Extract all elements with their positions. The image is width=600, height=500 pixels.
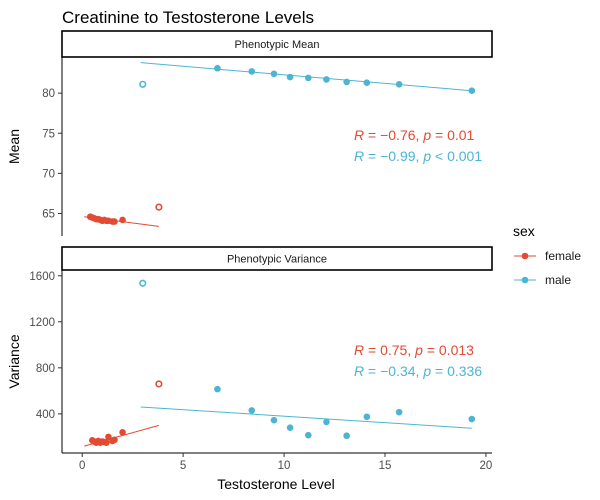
data-point bbox=[343, 78, 350, 86]
data-point bbox=[103, 439, 110, 446]
legend-key-dot bbox=[521, 252, 529, 260]
correlation-annotation: R = −0.99, p < 0.001 bbox=[354, 148, 482, 164]
stat-p-symbol: p bbox=[414, 342, 423, 358]
y-tick-label: 800 bbox=[36, 363, 55, 375]
x-tick-label: 5 bbox=[180, 460, 186, 472]
legend-label: female bbox=[545, 249, 581, 263]
stat-r-value: 0.75 bbox=[380, 342, 407, 358]
facet-strip-label: Phenotypic Mean bbox=[235, 39, 320, 51]
stat-p-value: 0.001 bbox=[447, 148, 482, 164]
data-point bbox=[304, 431, 312, 439]
regression-line bbox=[140, 406, 472, 429]
y-tick-label: 70 bbox=[42, 168, 55, 180]
legend-item-male: male bbox=[514, 273, 571, 287]
data-point bbox=[363, 79, 371, 86]
outlier-point bbox=[155, 380, 163, 388]
stat-r-symbol: R bbox=[354, 342, 364, 358]
y-axis-label: Mean bbox=[6, 129, 22, 164]
stat-r-symbol: R bbox=[354, 127, 364, 143]
stat-eq: = bbox=[364, 127, 380, 143]
facet-panel: Phenotypic Variance 0 5 10 15 20 400 800 1200 160… bbox=[6, 246, 493, 472]
data-point bbox=[214, 64, 221, 72]
facet-strip bbox=[61, 30, 493, 58]
stat-sep: , bbox=[416, 148, 424, 164]
stat-r-value: −0.34 bbox=[380, 363, 416, 379]
stat-eq: = bbox=[364, 342, 380, 358]
stat-r-symbol: R bbox=[354, 148, 364, 164]
y-tick-label: 65 bbox=[42, 209, 55, 221]
stat-p-value: 0.01 bbox=[447, 127, 474, 143]
data-point bbox=[286, 424, 294, 431]
x-tick-label: 20 bbox=[480, 460, 493, 472]
data-point bbox=[119, 216, 126, 224]
data-point bbox=[323, 418, 330, 426]
data-point bbox=[395, 408, 403, 416]
stat-r-value: −0.76 bbox=[380, 127, 416, 143]
data-point bbox=[111, 218, 118, 225]
x-tick-label: 15 bbox=[379, 460, 392, 472]
legend-key-dot bbox=[521, 276, 529, 284]
x-tick-label: 10 bbox=[278, 460, 291, 472]
data-point bbox=[270, 416, 278, 424]
legend: sex female male bbox=[513, 223, 581, 287]
stat-r-symbol: R bbox=[354, 363, 364, 379]
outlier-point bbox=[139, 279, 147, 287]
data-point bbox=[395, 80, 403, 88]
outlier-point bbox=[139, 80, 147, 88]
data-point bbox=[214, 385, 221, 393]
data-point bbox=[248, 68, 256, 75]
stat-p-operator: < bbox=[435, 148, 443, 164]
y-tick-label: 80 bbox=[42, 88, 55, 100]
data-point bbox=[304, 74, 312, 82]
stat-eq: = bbox=[364, 363, 380, 379]
series-male bbox=[139, 62, 476, 95]
data-point bbox=[468, 87, 476, 95]
data-point bbox=[323, 76, 330, 83]
y-axis-label: Variance bbox=[6, 334, 22, 388]
legend-item-female: female bbox=[514, 249, 581, 263]
series-female bbox=[84, 380, 163, 447]
chart-title: Creatinine to Testosterone Levels bbox=[62, 8, 314, 27]
stat-p-symbol: p bbox=[422, 127, 431, 143]
stat-eq: = bbox=[364, 148, 380, 164]
stat-p-operator: = bbox=[427, 342, 435, 358]
correlation-annotation: R = −0.76, p = 0.01 bbox=[354, 127, 475, 143]
legend-title: sex bbox=[513, 223, 535, 239]
stat-p-operator: = bbox=[435, 363, 443, 379]
data-point bbox=[468, 415, 476, 423]
x-axis-label: Testosterone Level bbox=[217, 476, 335, 492]
data-point bbox=[363, 413, 371, 421]
stat-r-value: −0.99 bbox=[380, 148, 416, 164]
stat-p-value: 0.013 bbox=[439, 342, 474, 358]
y-tick-label: 75 bbox=[42, 128, 55, 140]
stat-p-symbol: p bbox=[422, 363, 431, 379]
data-point bbox=[270, 70, 278, 78]
data-point bbox=[248, 407, 256, 414]
facet-strip-label: Phenotypic Variance bbox=[227, 254, 327, 266]
correlation-annotation: R = −0.34, p = 0.336 bbox=[354, 363, 482, 379]
stat-p-symbol: p bbox=[422, 148, 431, 164]
data-point bbox=[286, 73, 294, 81]
outlier-point bbox=[155, 203, 163, 211]
data-point bbox=[105, 433, 112, 441]
stat-sep: , bbox=[416, 363, 424, 379]
data-point bbox=[111, 436, 118, 444]
series-male bbox=[139, 279, 476, 440]
x-tick-label: 0 bbox=[79, 460, 85, 472]
y-tick-label: 1600 bbox=[29, 271, 55, 283]
series-female bbox=[84, 203, 163, 227]
stat-sep: , bbox=[416, 127, 424, 143]
y-tick-label: 1200 bbox=[29, 317, 55, 329]
data-point bbox=[119, 428, 126, 436]
facet-strip bbox=[61, 246, 493, 271]
stat-p-operator: = bbox=[435, 127, 443, 143]
correlation-annotation: R = 0.75, p = 0.013 bbox=[354, 342, 474, 358]
legend-label: male bbox=[545, 273, 571, 287]
y-tick-label: 400 bbox=[36, 409, 55, 421]
stat-sep: , bbox=[407, 342, 415, 358]
data-point bbox=[343, 432, 350, 440]
facet-panel: Phenotypic Mean 65 70 75 80 Mean R = −0.76, p … bbox=[6, 30, 493, 236]
stat-p-value: 0.336 bbox=[447, 363, 482, 379]
